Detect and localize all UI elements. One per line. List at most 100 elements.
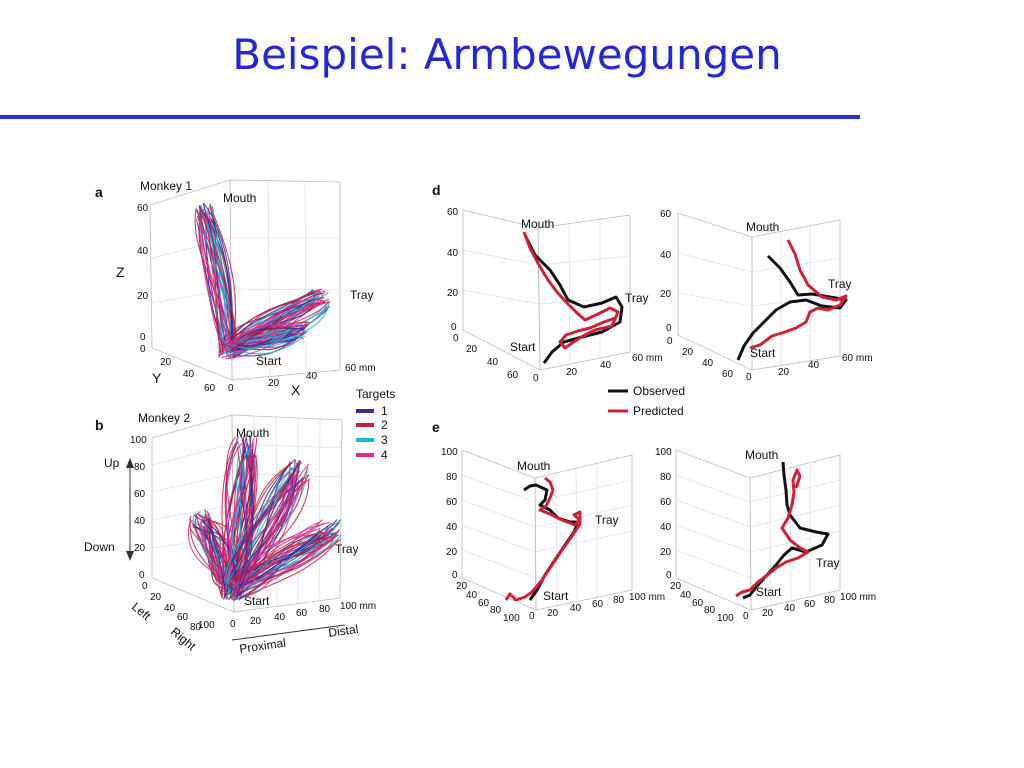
panel-e-left-mouth-label: Mouth — [517, 459, 550, 473]
movement-trace — [238, 462, 298, 593]
movement-trace — [229, 437, 251, 592]
panel-b-distal-label: Distal — [327, 622, 359, 640]
panel-a-letter: a — [95, 184, 103, 200]
panel-e-right-y-tick: 20 — [670, 581, 682, 592]
panel-a-x-tick: 0 — [228, 383, 234, 394]
panel-d-left-z-tick: 20 — [447, 288, 459, 299]
up-down-arrow — [126, 458, 134, 561]
panel-e-left-x-tick: 100 mm — [629, 592, 665, 603]
legend-label-target-2: 2 — [381, 418, 388, 432]
panel-e-right-x-tick: 40 — [784, 603, 796, 614]
panel-d-right-observed — [736, 254, 848, 361]
panel-d-left-x-tick: 40 — [600, 360, 612, 371]
legend-label-target-4: 4 — [381, 448, 388, 462]
panel-e-right-z-tick: 0 — [666, 570, 672, 581]
panel-a-x-tick: 60 mm — [345, 363, 376, 374]
panel-e-left-z-tick: 100 — [441, 447, 458, 458]
panel-d-right-tray-label: Tray — [828, 277, 852, 291]
panel-b-z-tick: 0 — [139, 570, 145, 581]
panel-b-x-tick: 100 mm — [340, 601, 376, 612]
movement-trace — [195, 209, 236, 351]
title-rule — [0, 115, 860, 119]
panel-d-left-observed — [523, 234, 624, 364]
panel-d-right-z-tick: 0 — [666, 323, 672, 334]
panel-e-right-x-tick: 20 — [762, 608, 774, 619]
panel-b-y-tick: 0 — [142, 581, 148, 592]
movement-trace — [236, 478, 295, 581]
panel-d-right-z-tick: 60 — [660, 209, 672, 220]
panel-e-left-tray-label: Tray — [595, 513, 619, 527]
panel-d-right-x-tick: 20 — [778, 367, 790, 378]
movement-trace — [210, 218, 234, 352]
panel-d-left-y-tick: 20 — [466, 344, 478, 355]
panel-e-left-z-tick: 20 — [446, 547, 458, 558]
movement-trace — [192, 526, 237, 585]
movement-trace — [239, 438, 255, 585]
panel-b-y-tick: 20 — [150, 592, 162, 603]
panel-e-right: 100 80 60 40 20 0 20 40 60 80 100 0 20 4… — [655, 447, 876, 624]
panel-e-right-tray-label: Tray — [816, 556, 840, 570]
panel-b-z-tick: 20 — [134, 543, 146, 554]
panel-d-right-x-tick: 0 — [746, 372, 752, 383]
panel-a-z-tick: 20 — [137, 291, 149, 302]
panel-d-left-tray-label: Tray — [625, 291, 649, 305]
panel-d-left-z-tick: 0 — [451, 322, 457, 333]
panel-b-x-tick: 0 — [230, 619, 236, 630]
panel-e-left-x-tick: 80 — [613, 595, 625, 606]
legend-label-predicted: Predicted — [633, 404, 684, 418]
panel-d-right-predicted — [749, 239, 848, 350]
panel-a-z-axis-label: Z — [116, 264, 125, 280]
panel-e-left-z-tick: 60 — [446, 497, 458, 508]
legend-label-observed: Observed — [633, 384, 685, 398]
movement-trace — [225, 305, 327, 360]
movement-trace — [232, 519, 341, 601]
panel-e-letter: e — [432, 419, 440, 435]
panel-b: b Monkey 2 100 80 60 40 20 0 0 20 40 60 … — [84, 411, 376, 656]
movement-trace — [232, 462, 292, 597]
panel-b-y-tick: 60 — [177, 612, 189, 623]
movement-trace — [224, 290, 325, 346]
panel-e-right-x-tick: 0 — [743, 611, 749, 622]
panel-e-right-z-tick: 100 — [655, 447, 672, 458]
panel-e-left-box — [461, 449, 633, 611]
panel-a-z-tick: 40 — [137, 246, 149, 257]
panel-b-z-tick: 60 — [134, 489, 146, 500]
targets-legend: Targets 1 2 3 4 — [356, 387, 395, 462]
panel-b-up-label: Up — [104, 456, 120, 470]
panel-b-down-label: Down — [84, 540, 115, 554]
panel-d-right-mouth-label: Mouth — [746, 220, 779, 234]
panel-e-right-z-tick: 20 — [660, 547, 672, 558]
movement-trace — [234, 532, 323, 594]
panel-b-y-tick: 40 — [164, 603, 176, 614]
panel-b-y-tick: 80 — [190, 622, 202, 633]
panel-b-y-tick: 100 — [198, 620, 215, 631]
movement-trace — [241, 532, 325, 585]
panel-d-right: 60 40 20 0 0 20 40 60 0 20 40 60 mm Mout… — [660, 209, 873, 383]
panel-a-x-tick: 40 — [306, 371, 318, 382]
panel-a-y-axis-label: Y — [152, 370, 162, 386]
panel-e-right-y-tick: 40 — [680, 590, 692, 601]
panel-b-left-label: Left — [129, 600, 154, 624]
movement-trace — [219, 324, 309, 354]
movement-trace — [200, 208, 233, 347]
panel-d-letter: d — [432, 182, 441, 198]
panel-b-x-tick: 40 — [274, 612, 286, 623]
panel-e-left-y-tick: 100 — [503, 613, 520, 624]
panel-a-tray-label: Tray — [350, 288, 374, 302]
targets-legend-title: Targets — [356, 387, 395, 401]
panel-a-trajectories — [194, 203, 331, 360]
movement-trace — [201, 212, 225, 353]
movement-trace — [207, 512, 226, 599]
panel-e-left-x-tick: 20 — [547, 608, 559, 619]
panel-e-left-y-tick: 80 — [490, 605, 502, 616]
panel-a-z-tick: 0 — [140, 332, 146, 343]
panel-d-right-y-tick: 0 — [667, 336, 673, 347]
panel-e-left-z-tick: 0 — [452, 570, 458, 581]
panel-a-start-label: Start — [256, 354, 282, 368]
panel-b-x-tick: 60 — [296, 608, 308, 619]
panel-b-proximal-label: Proximal — [238, 636, 286, 656]
panel-d-left-y-tick: 40 — [487, 357, 499, 368]
panel-d-left-x-tick: 60 mm — [632, 353, 663, 364]
movement-trace — [221, 301, 326, 359]
panel-e-left-x-tick: 40 — [570, 603, 582, 614]
